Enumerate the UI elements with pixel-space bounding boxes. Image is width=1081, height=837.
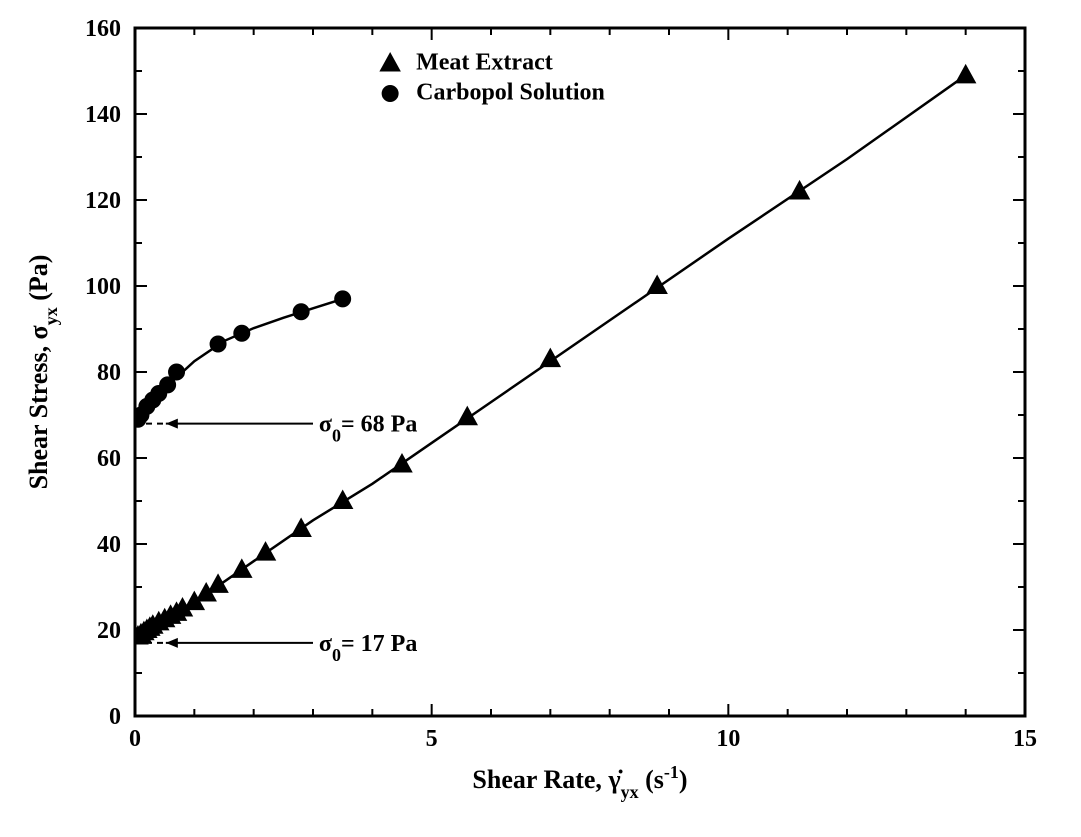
legend-item-meat: Meat Extract — [416, 50, 553, 76]
y-tick-label: 40 — [97, 532, 121, 558]
x-tick-label: 5 — [426, 726, 438, 752]
y-tick-label: 80 — [97, 360, 121, 386]
y-tick-label: 140 — [85, 102, 121, 128]
x-tick-label: 15 — [1013, 726, 1037, 752]
y-tick-label: 160 — [85, 16, 121, 42]
legend-item-carbopol: Carbopol Solution — [416, 80, 605, 106]
y-tick-label: 20 — [97, 618, 121, 644]
y-tick-label: 120 — [85, 188, 121, 214]
y-tick-label: 0 — [109, 704, 121, 730]
y-tick-label: 60 — [97, 446, 121, 472]
x-tick-label: 10 — [716, 726, 740, 752]
shear-chart: 051015020406080100120140160Shear Rate, γ… — [0, 0, 1081, 837]
x-tick-label: 0 — [129, 726, 141, 752]
y-tick-label: 100 — [85, 274, 121, 300]
